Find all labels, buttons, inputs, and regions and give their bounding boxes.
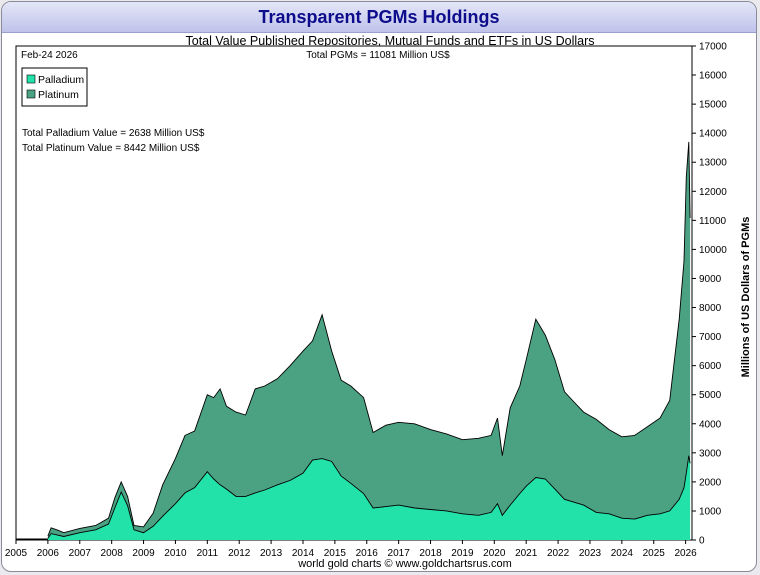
x-tick-label: 2023 — [579, 548, 602, 559]
x-tick-label: 2016 — [356, 548, 379, 559]
legend-swatch-platinum — [26, 89, 36, 99]
x-tick-label: 2018 — [419, 548, 442, 559]
x-tick-label: 2008 — [101, 548, 124, 559]
x-tick-label: 2015 — [324, 548, 347, 559]
y-tick-label: 13000 — [699, 158, 727, 169]
x-tick-label: 2007 — [69, 548, 92, 559]
chart-subtitle: Total Value Published Repositories, Mutu… — [186, 34, 595, 48]
total-pgms-label: Total PGMs = 11081 Million US$ — [306, 50, 450, 61]
legend-swatch-palladium — [26, 74, 36, 84]
x-tick-label: 2026 — [674, 548, 697, 559]
y-tick-label: 8000 — [699, 303, 722, 314]
y-tick-label: 11000 — [699, 216, 727, 227]
x-tick-label: 2014 — [292, 548, 315, 559]
y-tick-label: 1000 — [699, 506, 722, 517]
y-tick-label: 10000 — [699, 245, 727, 256]
x-tick-label: 2020 — [483, 548, 506, 559]
title-bar: Transparent PGMs Holdings — [2, 2, 756, 33]
x-tick-label: 2009 — [132, 548, 155, 559]
platinum-total-line — [47, 141, 691, 537]
legend-label-platinum: Platinum — [38, 89, 79, 101]
legend-label-palladium: Palladium — [38, 74, 84, 86]
y-tick-label: 15000 — [699, 100, 727, 111]
platinum-value-label: Total Platinum Value = 8442 Million US$ — [22, 143, 200, 154]
platinum-area — [47, 141, 691, 539]
y-tick-label: 0 — [699, 536, 705, 547]
y-tick-label: 12000 — [699, 187, 727, 198]
area-series-group — [16, 141, 691, 540]
y-tick-label: 4000 — [699, 419, 722, 430]
y-tick-label: 3000 — [699, 448, 722, 459]
palladium-value-label: Total Palladium Value = 2638 Million US$ — [22, 128, 205, 139]
legend: Palladium Platinum — [21, 67, 88, 107]
palladium-line — [47, 455, 691, 539]
y-tick-label: 6000 — [699, 361, 722, 372]
chart-title: Transparent PGMs Holdings — [258, 7, 500, 27]
y-tick-label: 14000 — [699, 129, 727, 140]
y-tick-label: 17000 — [699, 42, 727, 53]
y-tick-label: 5000 — [699, 390, 722, 401]
x-tick-label: 2019 — [451, 548, 474, 559]
x-tick-label: 2005 — [5, 548, 28, 559]
y-tick-label: 9000 — [699, 274, 722, 285]
legend-box — [21, 67, 88, 107]
x-tick-label: 2010 — [164, 548, 187, 559]
y-tick-label: 16000 — [699, 71, 727, 82]
x-tick-label: 2012 — [228, 548, 251, 559]
axes-group: 0 1000 2000 3000 4000 5000 6000 7000 8000 9000 100… — [5, 42, 727, 560]
x-tick-label: 2024 — [611, 548, 634, 559]
y-axis-label: Millions of US Dollars of PGMs — [740, 217, 752, 378]
x-tick-label: 2025 — [643, 548, 666, 559]
x-tick-label: 2017 — [388, 548, 411, 559]
x-tick-label: 2011 — [197, 548, 219, 559]
date-label: Feb-24 2026 — [21, 50, 78, 61]
footer-credit: world gold charts © www.goldchartsrus.co… — [297, 558, 512, 570]
x-tick-label: 2021 — [515, 548, 538, 559]
palladium-area — [47, 455, 691, 540]
y-tick-label: 2000 — [699, 477, 722, 488]
x-tick-label: 2022 — [547, 548, 570, 559]
x-tick-label: 2013 — [260, 548, 283, 559]
x-tick-label: 2006 — [37, 548, 60, 559]
y-tick-label: 7000 — [699, 332, 722, 343]
